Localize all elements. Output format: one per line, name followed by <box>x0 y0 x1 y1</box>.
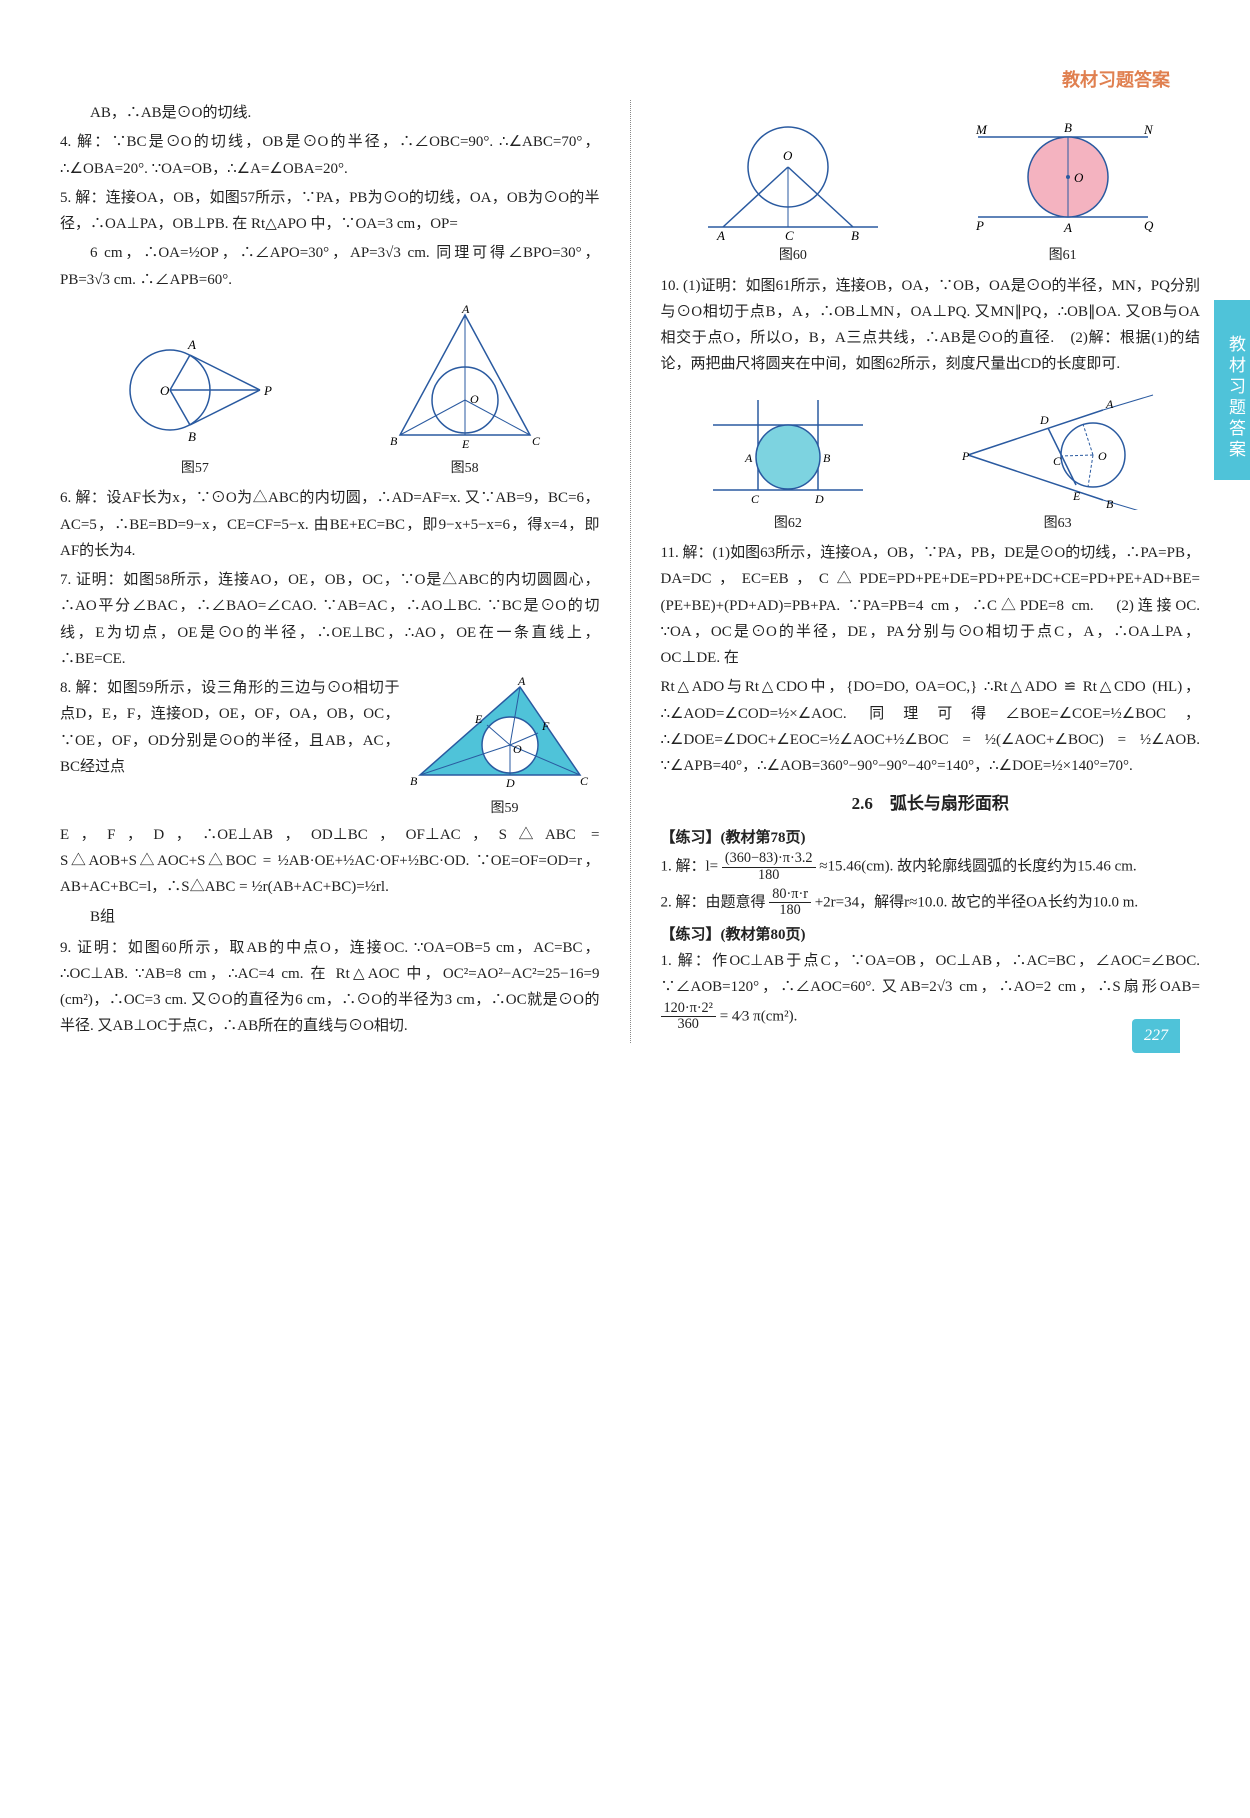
q9: 9. 证明：如图60所示，取AB的中点O，连接OC. ∵OA=OB=5 cm，A… <box>60 935 600 1040</box>
q6: 6. 解：设AF长为x，∵⊙O为△ABC的内切圆，∴AD=AF=x. 又∵AB=… <box>60 485 600 564</box>
p1q2-a: 2. 解：由题意得 <box>661 894 766 910</box>
svg-text:A: A <box>461 305 470 316</box>
svg-text:O: O <box>1098 449 1107 463</box>
svg-text:F: F <box>541 719 550 733</box>
p1q1-frac: (360−83)·π·3.2 180 <box>722 851 816 883</box>
page-number: 227 <box>1132 1019 1180 1053</box>
p2q1-b: = 4⁄3 π(cm²). <box>720 1008 798 1024</box>
svg-text:B: B <box>390 434 398 448</box>
right-column: O A B C 图60 M N B O P <box>661 100 1201 1043</box>
svg-text:C: C <box>785 228 794 242</box>
svg-text:C: C <box>751 492 760 506</box>
left-column: AB，∴AB是⊙O的切线. 4. 解：∵BC是⊙O的切线，OB是⊙O的半径，∴∠… <box>60 100 600 1043</box>
p1q1-num: (360−83)·π·3.2 <box>722 851 816 868</box>
fig57: O A B P 图57 <box>110 325 280 482</box>
svg-text:A: A <box>1063 220 1072 235</box>
svg-text:M: M <box>975 122 988 137</box>
svg-text:E: E <box>461 437 470 451</box>
p1q1-b: ≈15.46(cm). 故内轮廓线圆弧的长度约为15.46 cm. <box>819 859 1136 875</box>
svg-text:A: A <box>187 337 196 352</box>
q8-b: E，F，D，∴OE⊥AB，OD⊥BC，OF⊥AC，S△ABC = S△AOB+S… <box>60 822 600 901</box>
fig60-caption: 图60 <box>703 244 883 269</box>
group-b-label: B组 <box>60 904 600 930</box>
fig63-caption: 图63 <box>958 512 1158 537</box>
svg-text:A: A <box>744 451 753 465</box>
practice1-q1: 1. 解：l= (360−83)·π·3.2 180 ≈15.46(cm). 故… <box>661 851 1201 883</box>
p2q1-a: 1. 解：作OC⊥AB于点C，∵OA=OB，OC⊥AB，∴AC=BC，∠AOC=… <box>661 953 1201 995</box>
svg-text:D: D <box>505 776 515 790</box>
q11-b: Rt△ADO与Rt△CDO中，{DO=DO, OA=OC,} ∴Rt△ADO ≌… <box>661 674 1201 779</box>
practice1-q2: 2. 解：由题意得 80·π·r 180 +2r=34，解得r≈10.0. 故它… <box>661 887 1201 919</box>
q10: 10. (1)证明：如图61所示，连接OB，OA，∵OB，OA是⊙O的半径，MN… <box>661 273 1201 378</box>
p1q2-b: +2r=34，解得r≈10.0. 故它的半径OA长约为10.0 m. <box>815 894 1138 910</box>
fig-row-62-63: A B C D 图62 P <box>661 390 1201 537</box>
svg-text:N: N <box>1143 122 1154 137</box>
q4: 4. 解：∵BC是⊙O的切线，OB是⊙O的半径，∴∠OBC=90°. ∴∠ABC… <box>60 129 600 182</box>
svg-text:P: P <box>975 218 984 233</box>
svg-text:E: E <box>1072 489 1081 503</box>
svg-text:B: B <box>410 774 418 788</box>
p1q2-den: 180 <box>769 903 811 919</box>
two-column-layout: AB，∴AB是⊙O的切线. 4. 解：∵BC是⊙O的切线，OB是⊙O的半径，∴∠… <box>60 100 1200 1043</box>
fig59: A B C D E F O 图59 <box>410 675 600 822</box>
side-tab: 教材习题答案 <box>1214 300 1250 480</box>
svg-text:P: P <box>263 383 272 398</box>
q5-b: 6 cm，∴OA=½OP，∴∠APO=30°，AP=3√3 cm. 同理可得∠B… <box>60 240 600 293</box>
fig-row-57-58: O A B P 图57 A B C O E <box>60 305 600 482</box>
svg-text:A: A <box>517 675 526 688</box>
svg-text:O: O <box>160 383 170 398</box>
fig61: M N B O P Q A 图61 <box>968 112 1158 269</box>
fig58: A B C O E 图58 <box>380 305 550 482</box>
column-divider <box>630 100 631 1043</box>
q5-a: 5. 解：连接OA，OB，如图57所示，∵PA，PB为⊙O的切线，OA，OB为⊙… <box>60 185 600 238</box>
practice2-q1: 1. 解：作OC⊥AB于点C，∵OA=OB，OC⊥AB，∴AC=BC，∠AOC=… <box>661 948 1201 1033</box>
svg-text:C: C <box>1053 454 1062 468</box>
svg-text:B: B <box>1064 120 1072 135</box>
q7: 7. 证明：如图58所示，连接AO，OE，OB，OC，∵O是△ABC的内切圆圆心… <box>60 567 600 672</box>
q3-tail: AB，∴AB是⊙O的切线. <box>60 100 600 126</box>
svg-text:B: B <box>851 228 859 242</box>
practice2-head: 【练习】(教材第80页) <box>661 922 1201 948</box>
svg-text:A: A <box>1105 397 1114 411</box>
p1q1-den: 180 <box>722 868 816 884</box>
svg-text:O: O <box>1074 170 1084 185</box>
fig62: A B C D 图62 <box>703 390 873 537</box>
fig63: P A B D E C O 图63 <box>958 390 1158 537</box>
svg-text:B: B <box>188 429 196 444</box>
svg-text:O: O <box>470 392 479 406</box>
svg-text:E: E <box>474 712 483 726</box>
svg-text:C: C <box>580 774 589 788</box>
svg-text:A: A <box>716 228 725 242</box>
fig61-caption: 图61 <box>968 244 1158 269</box>
p2q1-den: 360 <box>661 1017 716 1033</box>
svg-text:C: C <box>532 434 541 448</box>
fig57-caption: 图57 <box>110 457 280 482</box>
p2q1-frac: 120·π·2² 360 <box>661 1001 716 1033</box>
svg-text:P: P <box>961 449 970 463</box>
svg-text:O: O <box>513 742 522 756</box>
page-header-title: 教材习题答案 <box>1062 65 1170 97</box>
svg-text:B: B <box>1106 497 1114 510</box>
svg-text:O: O <box>783 148 793 163</box>
p2q1-num: 120·π·2² <box>661 1001 716 1018</box>
fig60: O A B C 图60 <box>703 112 883 269</box>
fig59-caption: 图59 <box>410 797 600 822</box>
svg-text:D: D <box>814 492 824 506</box>
fig62-caption: 图62 <box>703 512 873 537</box>
p1q1-a: 1. 解：l= <box>661 859 719 875</box>
fig-row-60-61: O A B C 图60 M N B O P <box>661 112 1201 269</box>
p1q2-frac: 80·π·r 180 <box>769 887 811 919</box>
svg-text:Q: Q <box>1144 218 1154 233</box>
svg-text:D: D <box>1039 413 1049 427</box>
p1q2-num: 80·π·r <box>769 887 811 904</box>
q11-a: 11. 解：(1)如图63所示，连接OA，OB，∵PA，PB，DE是⊙O的切线，… <box>661 540 1201 671</box>
section-2-6-title: 2.6 弧长与扇形面积 <box>661 789 1201 819</box>
svg-text:B: B <box>823 451 831 465</box>
practice1-head: 【练习】(教材第78页) <box>661 825 1201 851</box>
fig58-caption: 图58 <box>380 457 550 482</box>
q8-a: 8. 解：如图59所示，设三角形的三边与⊙O相切于点D，E，F，连接OD，OE，… <box>60 675 400 780</box>
